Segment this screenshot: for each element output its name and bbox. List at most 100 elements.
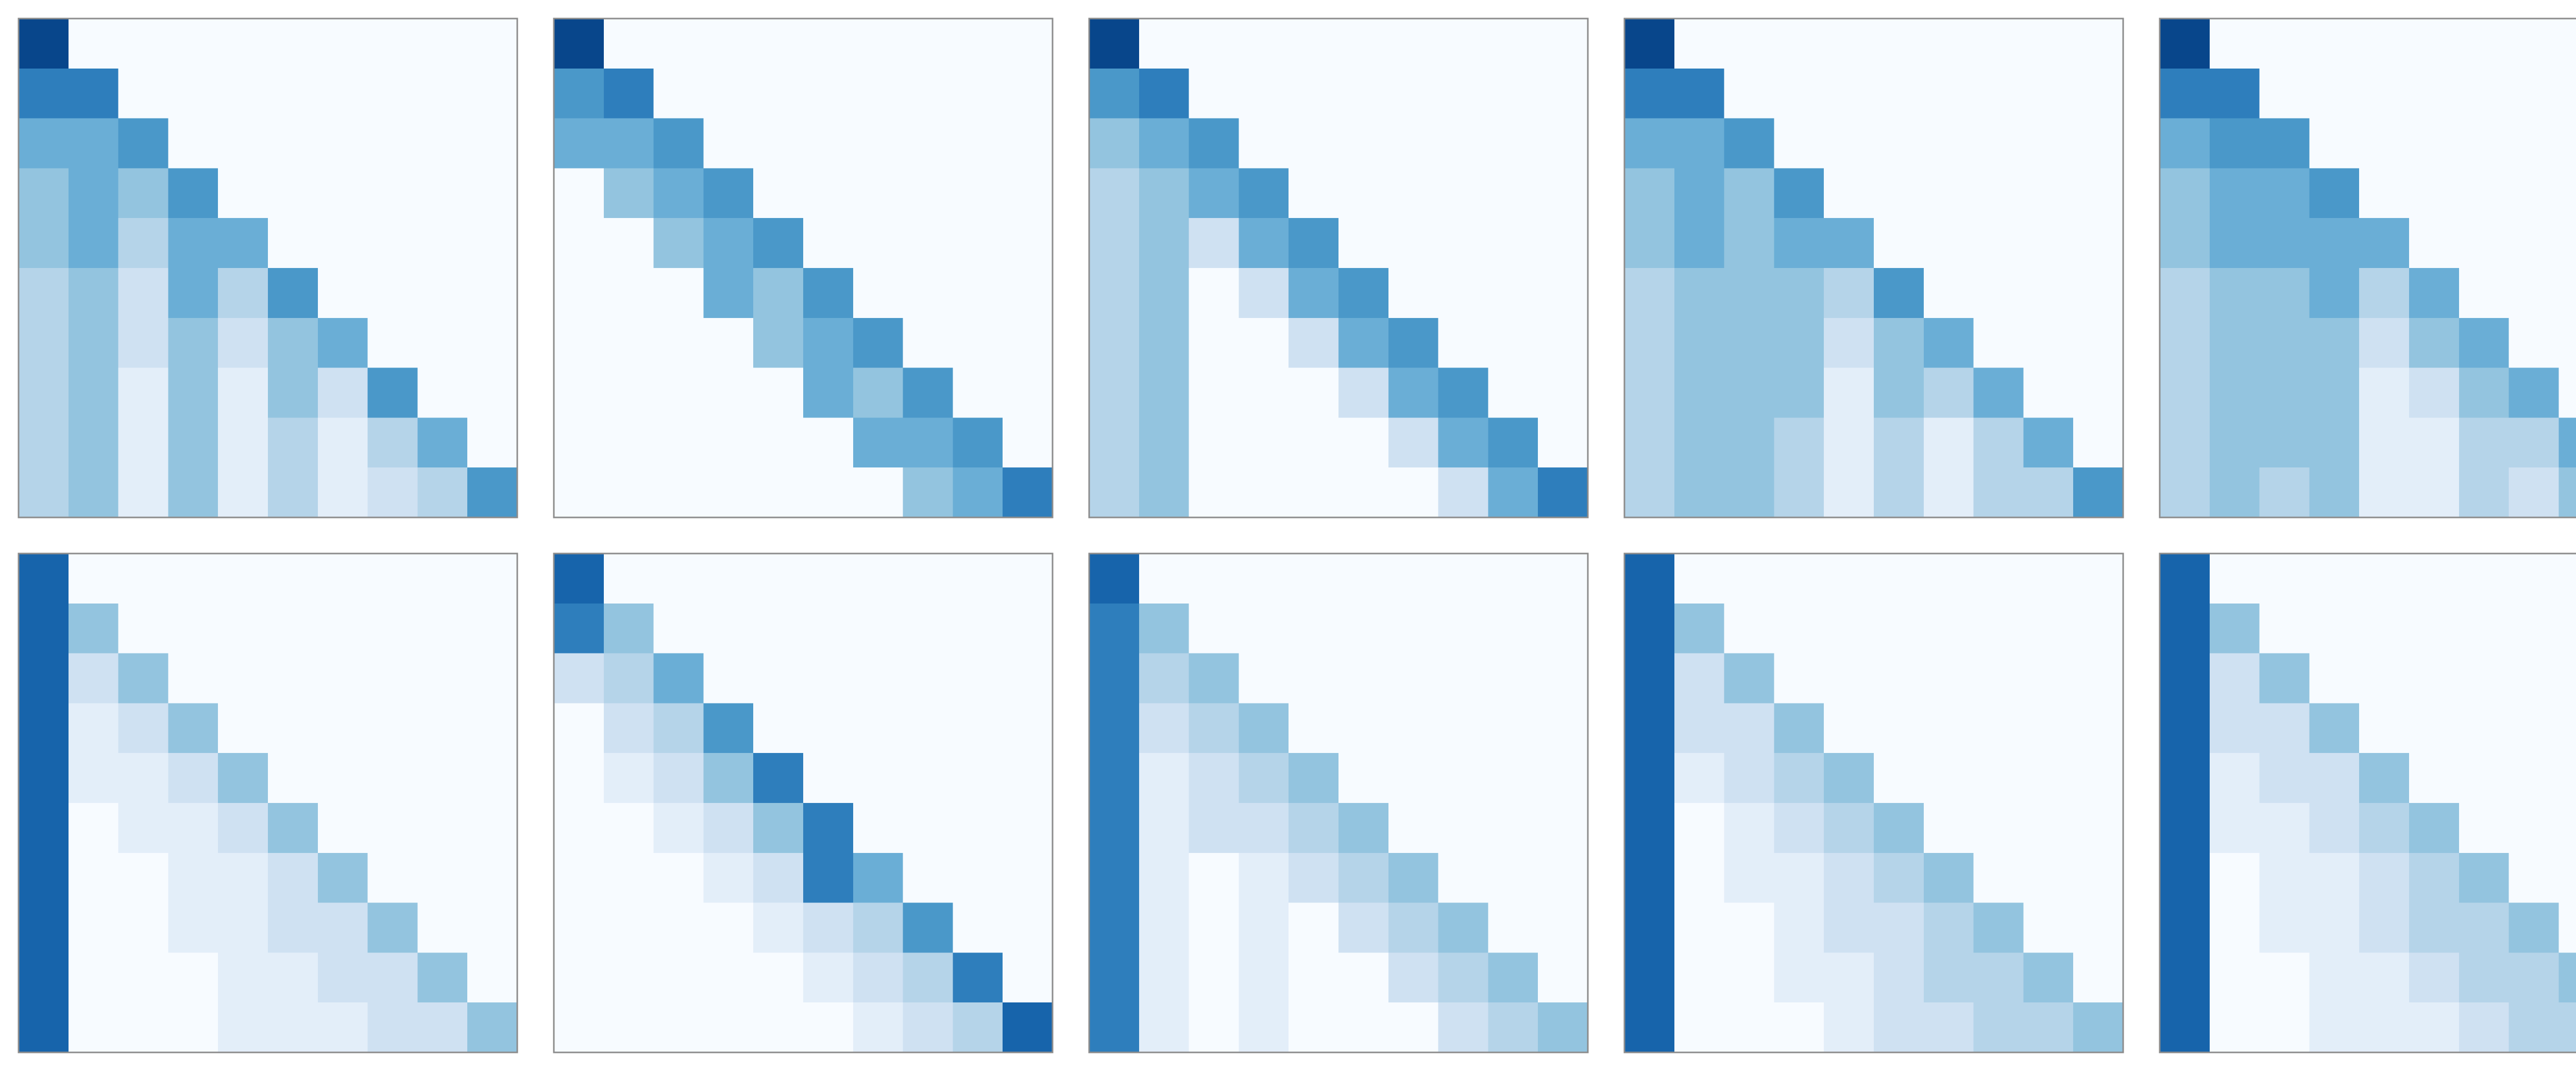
heatmap-cell: [903, 467, 953, 518]
heatmap-cell: [1874, 952, 1924, 1003]
heatmap-cell: [703, 703, 754, 753]
heatmap-cell: [367, 653, 418, 703]
heatmap-cell: [1338, 703, 1389, 753]
heatmap-cell: [2160, 168, 2210, 219]
heatmap-cell: [903, 803, 953, 853]
heatmap-cell: [268, 653, 318, 703]
heatmap-cell: [554, 467, 604, 518]
heatmap-cell: [317, 68, 368, 119]
heatmap-cell: [803, 852, 854, 903]
heatmap-cell: [2409, 753, 2460, 803]
heatmap-cell: [2209, 902, 2260, 953]
heatmap-cell: [68, 852, 119, 903]
heatmap-cell: [1388, 603, 1439, 654]
heatmap-cell: [1674, 902, 1725, 953]
heatmap-cell: [1189, 554, 1239, 604]
heatmap-cell: [853, 554, 904, 604]
heatmap-cell: [1488, 603, 1538, 654]
heatmap-cell: [417, 554, 468, 604]
heatmap-cell: [1674, 554, 1725, 604]
heatmap-cell: [2160, 952, 2210, 1003]
heatmap-cell: [1003, 902, 1053, 953]
heatmap-cell: [703, 317, 754, 368]
heatmap-cell: [2160, 603, 2210, 654]
heatmap-cell: [2160, 68, 2210, 119]
heatmap-cell: [19, 952, 69, 1003]
heatmap-cell: [1874, 653, 1924, 703]
heatmap-cell: [118, 753, 168, 803]
heatmap-cell: [1089, 417, 1140, 468]
heatmap-cell: [1139, 367, 1190, 418]
heatmap-cell: [1674, 467, 1725, 518]
heatmap-cell: [417, 952, 468, 1003]
heatmap-cell: [903, 68, 953, 119]
heatmap-cell: [554, 68, 604, 119]
heatmap-cell: [2160, 218, 2210, 269]
heatmap-cell: [2359, 852, 2410, 903]
heatmap-cell: [2073, 118, 2124, 169]
heatmap-cell: [753, 1002, 804, 1053]
heatmap-cell: [1874, 417, 1924, 468]
heatmap-cell: [2309, 317, 2360, 368]
heatmap-cell: [2509, 753, 2559, 803]
heatmap-cell: [1438, 653, 1488, 703]
heatmap-cell: [118, 603, 168, 654]
heatmap-cell: [2558, 168, 2576, 219]
heatmap-cell: [1189, 268, 1239, 319]
heatmap-cell: [2409, 1002, 2460, 1053]
heatmap-cell: [2073, 703, 2124, 753]
heatmap-cell: [2259, 603, 2310, 654]
heatmap-cell: [803, 367, 854, 418]
heatmap-cell: [953, 168, 1003, 219]
heatmap-cell: [1538, 467, 1588, 518]
heatmap-cell: [1438, 268, 1488, 319]
heatmap-cell: [953, 653, 1003, 703]
heatmap-cell: [1438, 603, 1488, 654]
heatmap-cell: [317, 168, 368, 219]
heatmap-cell: [1388, 268, 1439, 319]
heatmap-cell: [1289, 703, 1339, 753]
heatmap-cell: [903, 19, 953, 69]
heatmap-cell: [317, 19, 368, 69]
heatmap-cell: [2209, 367, 2260, 418]
heatmap-cell: [19, 68, 69, 119]
heatmap-cell: [2209, 1002, 2260, 1053]
heatmap-cell: [2558, 1002, 2576, 1053]
heatmap-cell: [703, 653, 754, 703]
heatmap-cell: [2160, 367, 2210, 418]
heatmap-cell: [19, 417, 69, 468]
heatmap-cell: [953, 852, 1003, 903]
heatmap-cell: [1388, 653, 1439, 703]
heatmap-cell: [1089, 68, 1140, 119]
heatmap-cell: [1923, 554, 1974, 604]
heatmap-cell: [2359, 417, 2410, 468]
heatmap-cell: [803, 703, 854, 753]
heatmap-cell: [168, 803, 218, 853]
heatmap-cell: [603, 417, 654, 468]
heatmap-cell: [1724, 852, 1774, 903]
heatmap-cell: [953, 317, 1003, 368]
heatmap-cell: [953, 467, 1003, 518]
heatmap-cell: [2023, 703, 2074, 753]
heatmap-cell: [953, 554, 1003, 604]
heatmap-cell: [168, 68, 218, 119]
heatmap-cell: [2558, 603, 2576, 654]
heatmap-cell: [1338, 118, 1389, 169]
heatmap-cell: [1289, 952, 1339, 1003]
heatmap-cell: [1973, 68, 2024, 119]
heatmap-cell: [2359, 168, 2410, 219]
heatmap-cell: [1438, 703, 1488, 753]
heatmap-cell: [1388, 703, 1439, 753]
heatmap-cell: [268, 852, 318, 903]
heatmap-cell: [1388, 417, 1439, 468]
heatmap-cell: [1824, 118, 1874, 169]
heatmap-cell: [2459, 803, 2510, 853]
heatmap-cell: [903, 268, 953, 319]
heatmap-cell: [1624, 952, 1675, 1003]
heatmap-cell: [1724, 952, 1774, 1003]
heatmap-cell: [1189, 68, 1239, 119]
heatmap-cell: [2309, 653, 2360, 703]
heatmap-cell: [1724, 554, 1774, 604]
heatmap-cell: [1438, 367, 1488, 418]
heatmap-cell: [2509, 703, 2559, 753]
